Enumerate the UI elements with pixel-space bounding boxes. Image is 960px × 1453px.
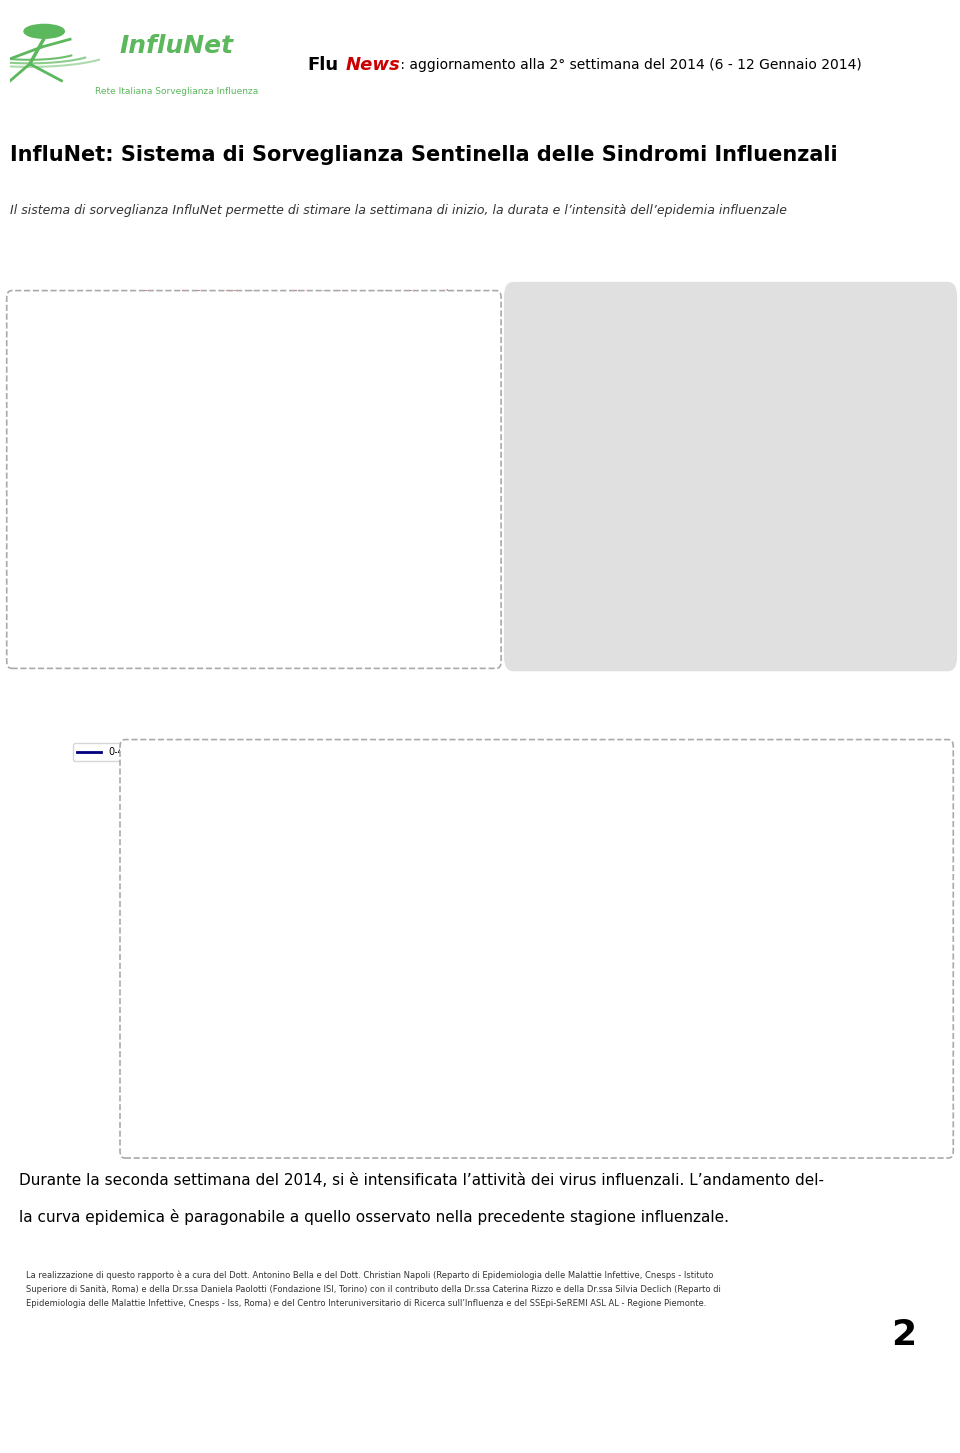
Text: la curva epidemica è paragonabile a quello osservato nella precedente stagione i: la curva epidemica è paragonabile a quel… <box>19 1209 729 1225</box>
Text: di sotto dei 5 anni di età.: di sotto dei 5 anni di età. <box>540 613 697 626</box>
X-axis label: settimane: settimane <box>238 657 295 667</box>
Y-axis label: Casi x 1.000 assistiti: Casi x 1.000 assistiti <box>140 840 150 940</box>
Text: Flu: Flu <box>307 55 338 74</box>
Text: 2014 la curva epidemica continua: 2014 la curva epidemica continua <box>540 352 754 365</box>
Text: : aggiornamento alla 2° settimana del 2014 (6 - 12 Gennaio 2014): : aggiornamento alla 2° settimana del 20… <box>396 58 862 71</box>
Text: più colpita è quella dei bambini al: più colpita è quella dei bambini al <box>540 584 753 597</box>
Text: Il sistema di sorveglianza InfluNet permette di stimare la settimana di inizio, : Il sistema di sorveglianza InfluNet perm… <box>10 205 786 216</box>
Text: Durante la seconda settimana del: Durante la seconda settimana del <box>540 323 753 336</box>
Y-axis label: Casi per 1.000 assistiti: Casi per 1.000 assistiti <box>16 417 25 511</box>
Text: totale pari a 3,61 casi per mille: totale pari a 3,61 casi per mille <box>540 410 735 423</box>
X-axis label: Settimane: Settimane <box>520 1027 579 1037</box>
Text: Incidenza della Sindrome Influenzale per stagione influenzale: Incidenza della Sindrome Influenzale per… <box>168 706 792 724</box>
Text: InfluNet: InfluNet <box>120 35 233 58</box>
Text: 2: 2 <box>891 1318 917 1353</box>
Text: La realizzazione di questo rapporto è a cura del Dott. Antonino Bella e del Dott: La realizzazione di questo rapporto è a … <box>26 1270 721 1308</box>
Text: Rete Italiana Sorveglianza Influenza: Rete Italiana Sorveglianza Influenza <box>95 87 258 96</box>
Text: le scuole. Tale flessione si osserva,: le scuole. Tale flessione si osserva, <box>540 497 758 510</box>
Title: Incidenza delle sindromi influenzali in Italia per classi di età.
Stagione 2013 : Incidenza delle sindromi influenzali in … <box>77 289 456 312</box>
Text: la sua ascesa con un’incidenza: la sua ascesa con un’incidenza <box>540 381 734 394</box>
Text: News: News <box>346 55 400 74</box>
Text: Durante la seconda settimana del 2014, si è intensificata l’attività dei virus i: Durante la seconda settimana del 2014, s… <box>19 1173 824 1189</box>
Text: infatti, principalmente nelle fasce: infatti, principalmente nelle fasce <box>540 526 751 539</box>
Text: InfluNet: Sistema di Sorveglianza Sentinella delle Sindromi Influenzali: InfluNet: Sistema di Sorveglianza Sentin… <box>10 145 837 166</box>
Legend: 0-4, 5-14, 15-64, 65 e oltre, Totale: 0-4, 5-14, 15-64, 65 e oltre, Totale <box>73 742 460 761</box>
Text: flessione dovuta alla chiusura del-: flessione dovuta alla chiusura del- <box>540 468 755 481</box>
Text: assistiti dopo aver subito una lieve: assistiti dopo aver subito una lieve <box>540 439 758 452</box>
Text: Incidenza della Sindrome Influenzale per classe di età: Incidenza della Sindrome Influenzale per… <box>207 256 753 273</box>
Title: Incidenza delle sindromi influenzali (ILI) in Italia.
Stagioni 2004/05 - 2013/14: Incidenza delle sindromi influenzali (IL… <box>378 747 721 774</box>
Circle shape <box>24 25 64 38</box>
Text: di età pediatrica. La fascia di età: di età pediatrica. La fascia di età <box>540 555 746 568</box>
Legend: 2004-05, 2005-06, 2006-07, 2007-08, 2008-09, 2009-10, 2010-11, 2011-12, 2012-13,: 2004-05, 2005-06, 2006-07, 2007-08, 2008… <box>310 1071 789 1104</box>
